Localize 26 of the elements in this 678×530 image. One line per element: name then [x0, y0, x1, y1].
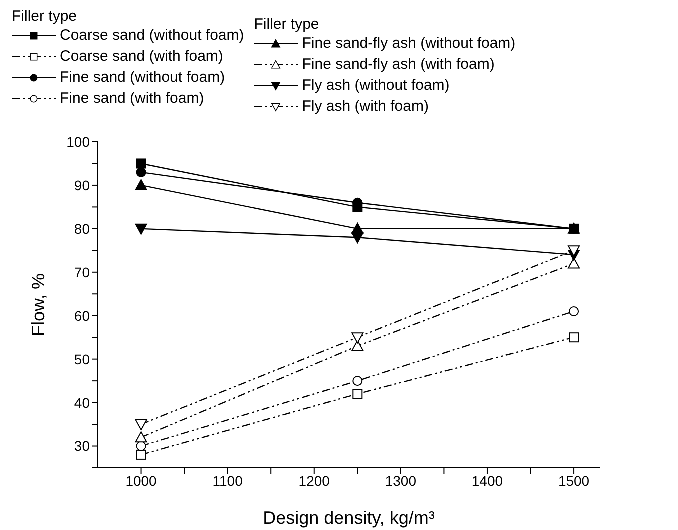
y-tick-label: 100 [66, 134, 90, 150]
legend-label: Fine sand-fly ash (without foam) [301, 35, 516, 54]
y-tick-label: 70 [74, 264, 90, 280]
x-tick-label: 1400 [472, 472, 504, 489]
x-tick-label: 1300 [385, 472, 417, 489]
legend-label: Fine sand (without foam) [59, 69, 226, 88]
x-tick-label: 1000 [126, 472, 158, 489]
x-tick-label: 1100 [212, 472, 244, 489]
legend-label: Fly ash (with foam) [301, 98, 430, 117]
y-tick-label: 60 [74, 308, 90, 324]
y-tick-label: 30 [74, 438, 90, 454]
y-tick-label: 90 [74, 177, 90, 194]
y-tick-label: 50 [74, 351, 90, 368]
x-tick-label: 1500 [558, 472, 590, 489]
legend-label: Fine sand-fly ash (with foam) [301, 56, 496, 75]
text: Filler type [12, 8, 78, 25]
y-axis-title: Flow, % [28, 273, 48, 337]
legend-label: Fine sand (with foam) [59, 90, 206, 109]
legend-label: Coarse sand (without foam) [59, 27, 244, 46]
legend-label: Fly ash (without foam) [301, 77, 451, 96]
y-tick-label: 80 [74, 220, 90, 237]
legend-label: Coarse sand (with foam) [59, 48, 224, 67]
legend-title: Filler type [254, 16, 320, 33]
y-tick-label: 40 [74, 394, 90, 411]
x-axis-title: Design density, kg/m³ [263, 508, 435, 528]
x-tick-label: 1200 [298, 472, 330, 489]
